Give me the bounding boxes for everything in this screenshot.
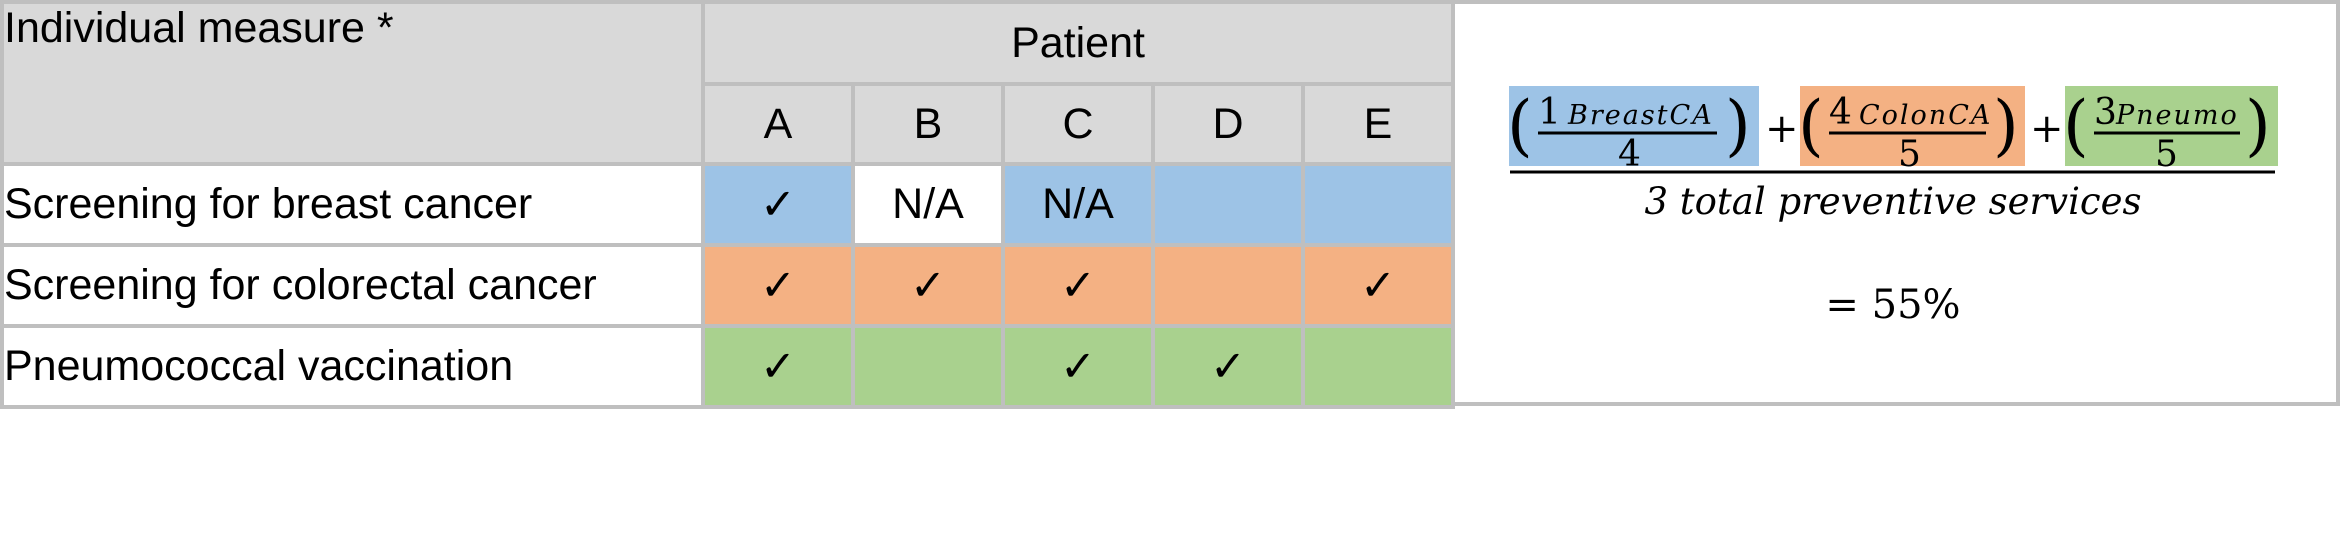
header-patient: Patient [701,0,1455,86]
term2-denominator: 5 [1898,134,1921,175]
colon-highlight [1800,86,2025,166]
cell-breast-a: ✓ [701,162,855,247]
cell-breast-e [1301,162,1455,247]
header-individual-measure: Individual measure * [0,0,705,166]
cell-pneumo-b [851,324,1005,409]
measure-table: Individual measure * Patient A B C D E S… [0,0,1455,409]
row-label-pneumococcal: Pneumococcal vaccination [0,324,705,409]
patient-column-e: E [1301,82,1455,166]
cell-breast-c: N/A [1001,162,1155,247]
plus-2: + [2030,106,2064,152]
cell-breast-d [1151,162,1305,247]
plus-1: + [1765,106,1799,152]
cell-pneumo-d: ✓ [1151,324,1305,409]
term3-close-paren: ) [2245,87,2271,164]
patient-column-b: B [851,82,1005,166]
term1-numerator: 1 [1538,92,1561,133]
cell-colon-c: ✓ [1001,243,1155,328]
term2-subscript: ColonCA [1859,100,1992,131]
term3-denominator: 5 [2155,134,2178,175]
breast-highlight [1509,86,1759,166]
cell-breast-b: N/A [851,162,1005,247]
term3-subscript: Pneumo [2115,100,2239,131]
cell-colon-e: ✓ [1301,243,1455,328]
row-breast-cancer: Screening for breast cancer ✓ N/A N/A [0,162,1455,247]
pneumo-highlight [2065,86,2278,166]
row-label-breast-cancer: Screening for breast cancer [0,162,705,247]
row-label-colorectal-cancer: Screening for colorectal cancer [0,243,705,328]
term1-denominator: 4 [1618,134,1641,175]
patient-column-d: D [1151,82,1305,166]
cell-colon-d [1151,243,1305,328]
row-pneumococcal: Pneumococcal vaccination ✓ ✓ ✓ [0,324,1455,409]
row-colorectal-cancer: Screening for colorectal cancer ✓ ✓ ✓ ✓ [0,243,1455,328]
cell-colon-a: ✓ [701,243,855,328]
patient-column-c: C [1001,82,1155,166]
term2-numerator: 4 [1829,92,1852,133]
cell-pneumo-c: ✓ [1001,324,1155,409]
formula-panel: ( 1 BreastCA 4 ) + ( 4 ColonCA 5 ) + ( 3… [1507,86,2278,328]
term3-open-paren: ( [2063,87,2089,164]
term3-numerator: 3 [2094,92,2117,133]
formula-result: = 55% [1825,282,1960,328]
term1-subscript: BreastCA [1567,100,1714,131]
term2-close-paren: ) [1993,87,2019,164]
term1-open-paren: ( [1507,87,1533,164]
patient-column-a: A [701,82,855,166]
term1-close-paren: ) [1725,87,1751,164]
formula-denominator: 3 total preventive services [1644,180,2141,223]
cell-colon-b: ✓ [851,243,1005,328]
cell-pneumo-a: ✓ [701,324,855,409]
cell-pneumo-e [1301,324,1455,409]
term2-open-paren: ( [1798,87,1824,164]
